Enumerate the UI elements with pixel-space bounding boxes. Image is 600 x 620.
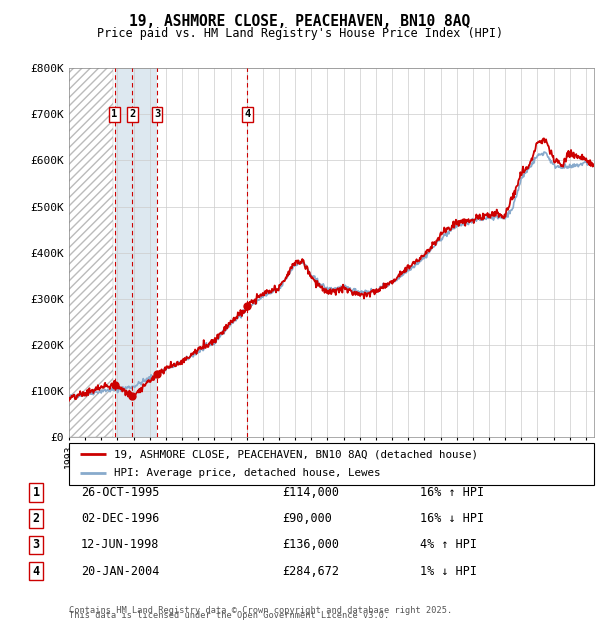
Text: £136,000: £136,000 xyxy=(282,539,339,551)
Text: Price paid vs. HM Land Registry's House Price Index (HPI): Price paid vs. HM Land Registry's House … xyxy=(97,27,503,40)
Text: This data is licensed under the Open Government Licence v3.0.: This data is licensed under the Open Gov… xyxy=(69,611,389,620)
Text: 4: 4 xyxy=(244,109,251,119)
Text: Contains HM Land Registry data © Crown copyright and database right 2025.: Contains HM Land Registry data © Crown c… xyxy=(69,606,452,615)
Text: 02-DEC-1996: 02-DEC-1996 xyxy=(81,513,160,525)
Bar xyxy=(247,68,248,437)
Text: £90,000: £90,000 xyxy=(282,513,332,525)
Text: £114,000: £114,000 xyxy=(282,487,339,499)
Text: 4: 4 xyxy=(32,565,40,577)
Text: 16% ↓ HPI: 16% ↓ HPI xyxy=(420,513,484,525)
Text: 3: 3 xyxy=(32,539,40,551)
Text: 4% ↑ HPI: 4% ↑ HPI xyxy=(420,539,477,551)
Bar xyxy=(115,68,157,437)
Text: HPI: Average price, detached house, Lewes: HPI: Average price, detached house, Lewe… xyxy=(113,469,380,479)
Text: 2: 2 xyxy=(129,109,136,119)
Text: 1% ↓ HPI: 1% ↓ HPI xyxy=(420,565,477,577)
Text: 19, ASHMORE CLOSE, PEACEHAVEN, BN10 8AQ: 19, ASHMORE CLOSE, PEACEHAVEN, BN10 8AQ xyxy=(130,14,470,29)
Text: 19, ASHMORE CLOSE, PEACEHAVEN, BN10 8AQ (detached house): 19, ASHMORE CLOSE, PEACEHAVEN, BN10 8AQ … xyxy=(113,449,478,459)
Text: 1: 1 xyxy=(112,109,118,119)
Text: 26-OCT-1995: 26-OCT-1995 xyxy=(81,487,160,499)
Bar xyxy=(69,68,113,437)
Text: 12-JUN-1998: 12-JUN-1998 xyxy=(81,539,160,551)
Text: 2: 2 xyxy=(32,513,40,525)
Text: 1: 1 xyxy=(32,487,40,499)
Text: 20-JAN-2004: 20-JAN-2004 xyxy=(81,565,160,577)
Text: 16% ↑ HPI: 16% ↑ HPI xyxy=(420,487,484,499)
Text: £284,672: £284,672 xyxy=(282,565,339,577)
Text: 3: 3 xyxy=(154,109,160,119)
